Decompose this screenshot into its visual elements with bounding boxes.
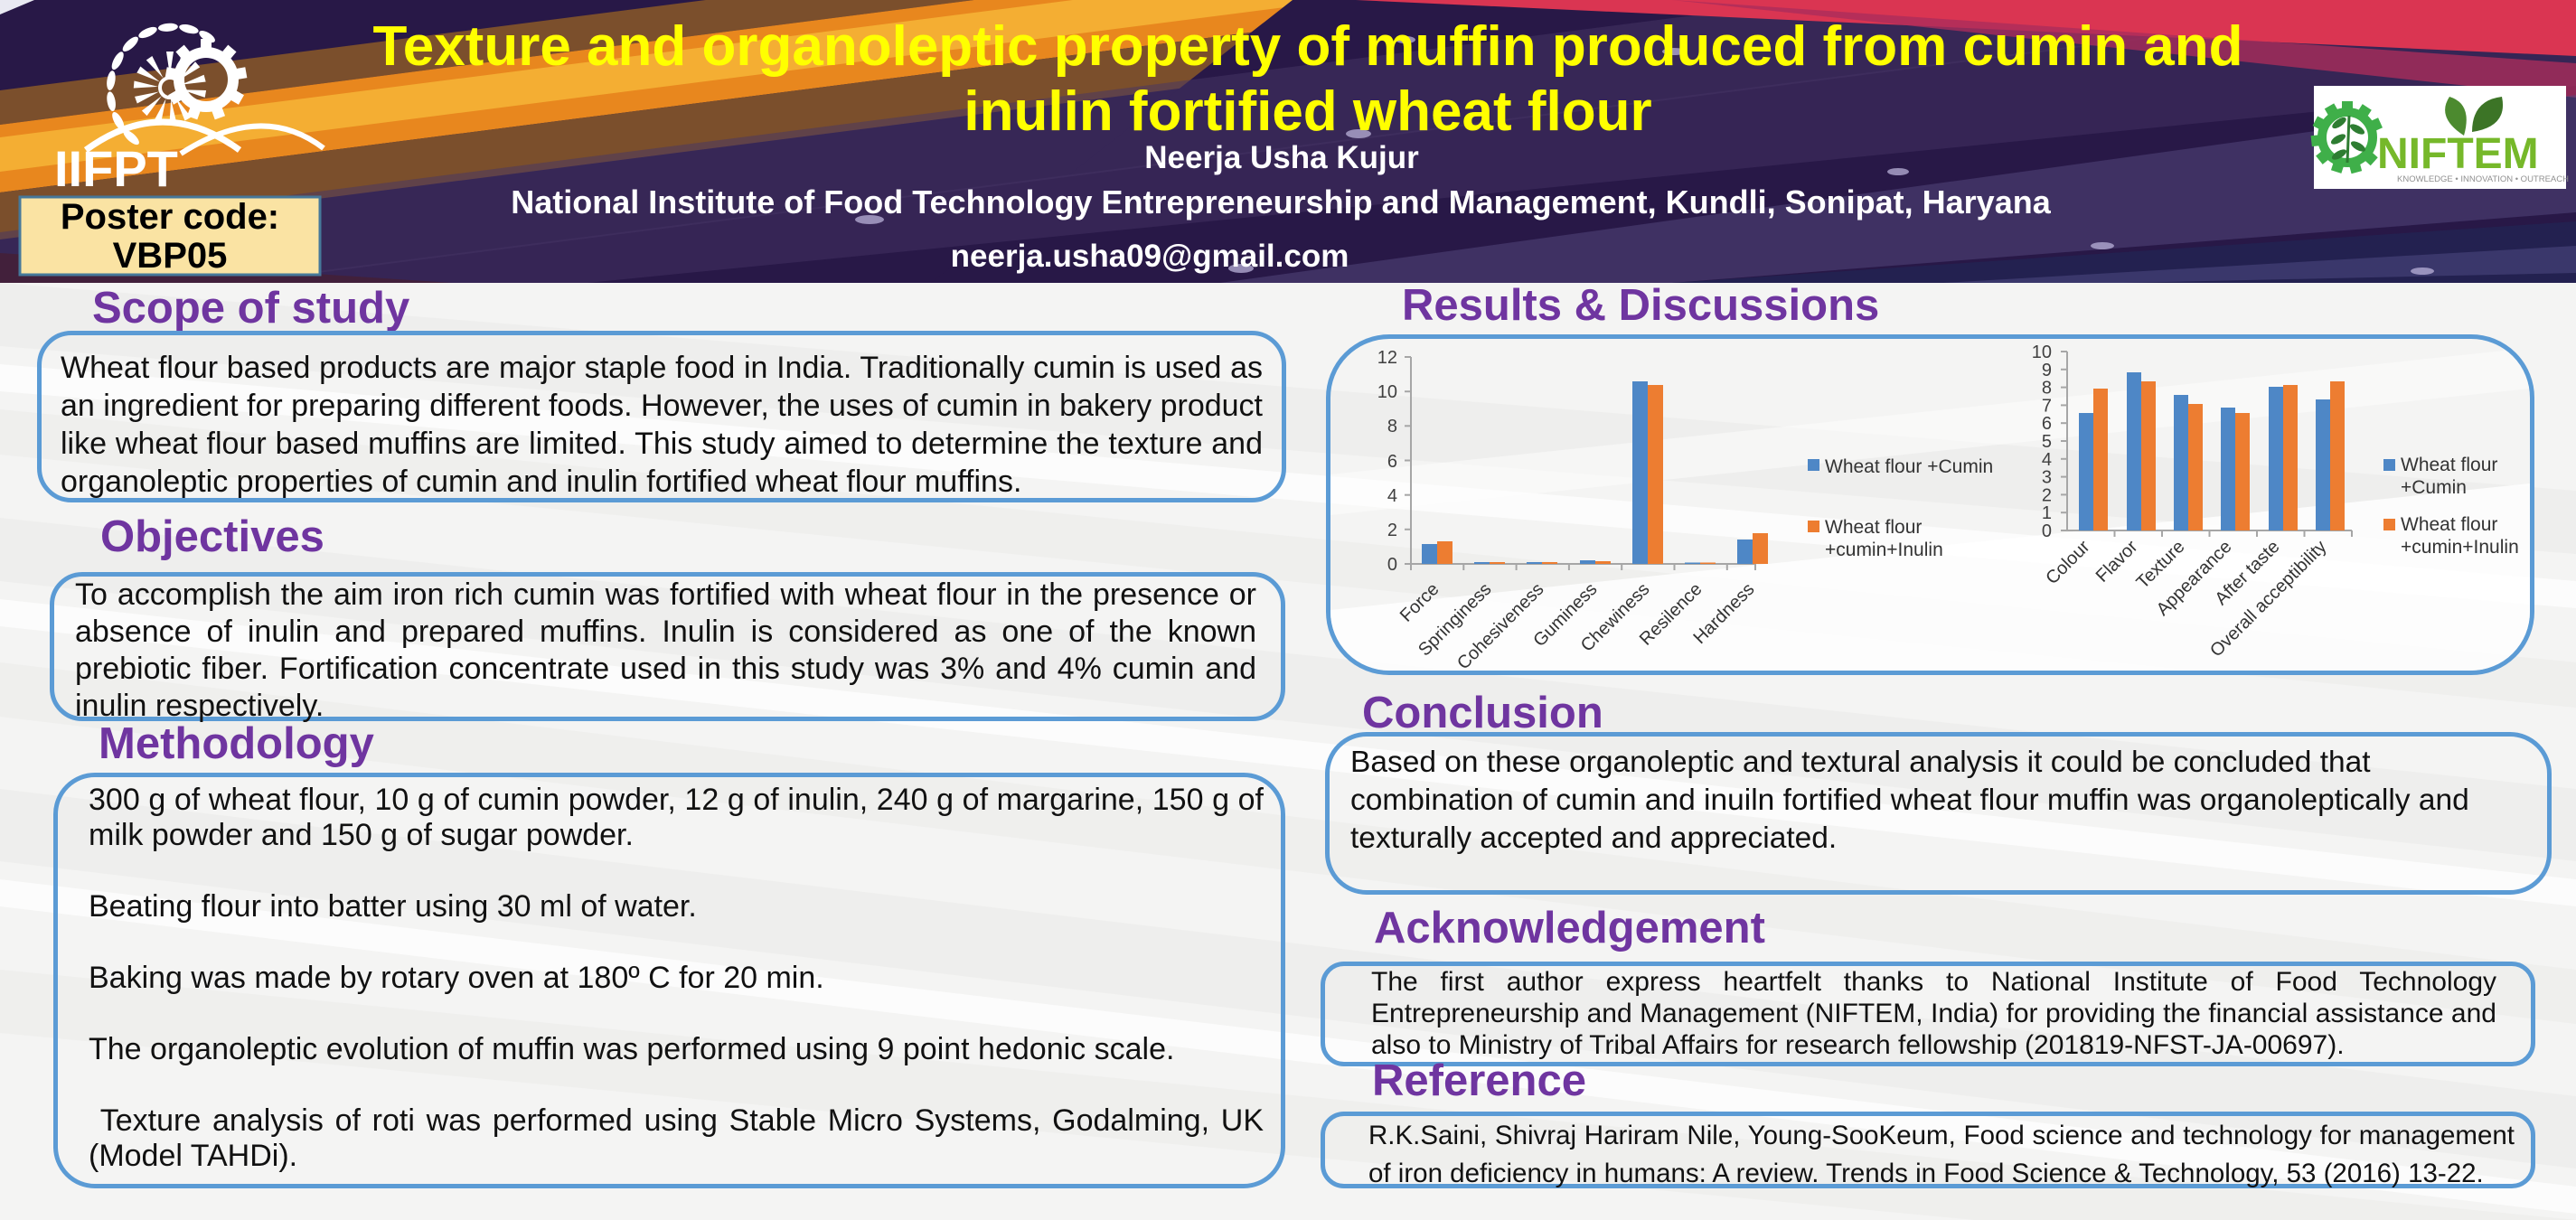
svg-text:9: 9 bbox=[2042, 361, 2052, 380]
svg-text:4: 4 bbox=[1387, 486, 1397, 506]
svg-text:Wheat flour: Wheat flour bbox=[2401, 455, 2497, 475]
svg-text:3: 3 bbox=[2042, 468, 2052, 488]
svg-text:7: 7 bbox=[2042, 396, 2052, 416]
svg-text:4: 4 bbox=[2042, 450, 2052, 470]
svg-text:IIFPT: IIFPT bbox=[54, 140, 178, 197]
svg-text:+cumin+Inulin: +cumin+Inulin bbox=[1825, 540, 1943, 560]
svg-text:+Cumin: +Cumin bbox=[2401, 477, 2467, 498]
svg-text:8: 8 bbox=[1387, 417, 1397, 436]
svg-text:Poster code:: Poster code: bbox=[61, 197, 279, 237]
svg-text:8: 8 bbox=[2042, 379, 2052, 399]
svg-text:2: 2 bbox=[2042, 485, 2052, 505]
svg-text:Force: Force bbox=[1396, 579, 1443, 626]
svg-text:Wheat flour +Cumin: Wheat flour +Cumin bbox=[1825, 456, 1993, 477]
svg-text:2: 2 bbox=[1387, 521, 1397, 540]
svg-text:Wheat flour: Wheat flour bbox=[2401, 514, 2497, 535]
svg-text:KNOWLEDGE • INNOVATION • OUTRE: KNOWLEDGE • INNOVATION • OUTREACH bbox=[2397, 174, 2569, 184]
svg-text:VBP05: VBP05 bbox=[113, 236, 228, 276]
svg-text:5: 5 bbox=[2042, 432, 2052, 452]
svg-text:Colour: Colour bbox=[2042, 537, 2093, 588]
svg-text:0: 0 bbox=[1387, 555, 1397, 575]
svg-text:10: 10 bbox=[2032, 343, 2052, 362]
svg-text:6: 6 bbox=[2042, 414, 2052, 434]
svg-text:0: 0 bbox=[2042, 521, 2052, 541]
svg-text:10: 10 bbox=[1377, 382, 1397, 402]
svg-text:+cumin+Inulin: +cumin+Inulin bbox=[2401, 537, 2519, 558]
svg-text:Wheat flour: Wheat flour bbox=[1825, 517, 1922, 538]
svg-text:6: 6 bbox=[1387, 452, 1397, 472]
svg-text:1: 1 bbox=[2042, 503, 2052, 523]
svg-text:12: 12 bbox=[1377, 348, 1397, 368]
svg-text:NIFTEM: NIFTEM bbox=[2377, 130, 2539, 178]
